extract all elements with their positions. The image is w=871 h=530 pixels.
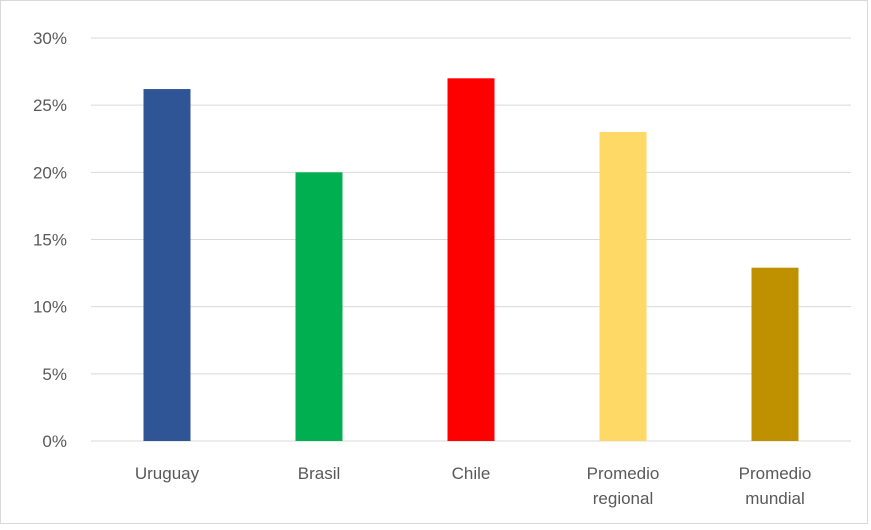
x-category-label: Chile — [452, 464, 491, 483]
bar — [447, 78, 495, 442]
x-category-label: Promedio — [739, 464, 812, 483]
y-tick-label: 0% — [42, 432, 67, 451]
x-category-label: Uruguay — [135, 464, 200, 483]
bar — [295, 172, 343, 442]
bar — [143, 89, 191, 442]
y-tick-label: 20% — [33, 163, 67, 182]
x-category-label: mundial — [745, 489, 805, 508]
x-category-label: Promedio — [587, 464, 660, 483]
x-category-label: Brasil — [298, 464, 341, 483]
y-tick-label: 15% — [33, 231, 67, 250]
bar — [751, 267, 799, 441]
x-axis-category-labels: Uruguay Brasil Chile Promedio regional Promed… — [135, 464, 812, 508]
x-category-label: regional — [593, 489, 654, 508]
y-tick-label: 10% — [33, 298, 67, 317]
y-tick-label: 5% — [42, 365, 67, 384]
bars — [143, 78, 799, 442]
y-tick-label: 25% — [33, 96, 67, 115]
bar — [599, 132, 647, 442]
y-tick-label: 30% — [33, 29, 67, 48]
y-axis-tick-labels: 0% 5% 10% 15% 20% 25% 30% — [33, 29, 67, 451]
